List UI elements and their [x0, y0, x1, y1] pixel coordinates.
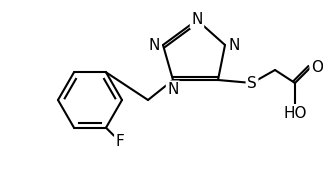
Text: N: N — [191, 12, 203, 27]
Text: N: N — [149, 38, 160, 53]
Text: HO: HO — [283, 106, 307, 120]
Text: O: O — [311, 61, 323, 76]
Text: N: N — [167, 82, 179, 97]
Text: F: F — [116, 134, 124, 149]
Text: S: S — [247, 76, 257, 91]
Text: N: N — [228, 38, 239, 53]
